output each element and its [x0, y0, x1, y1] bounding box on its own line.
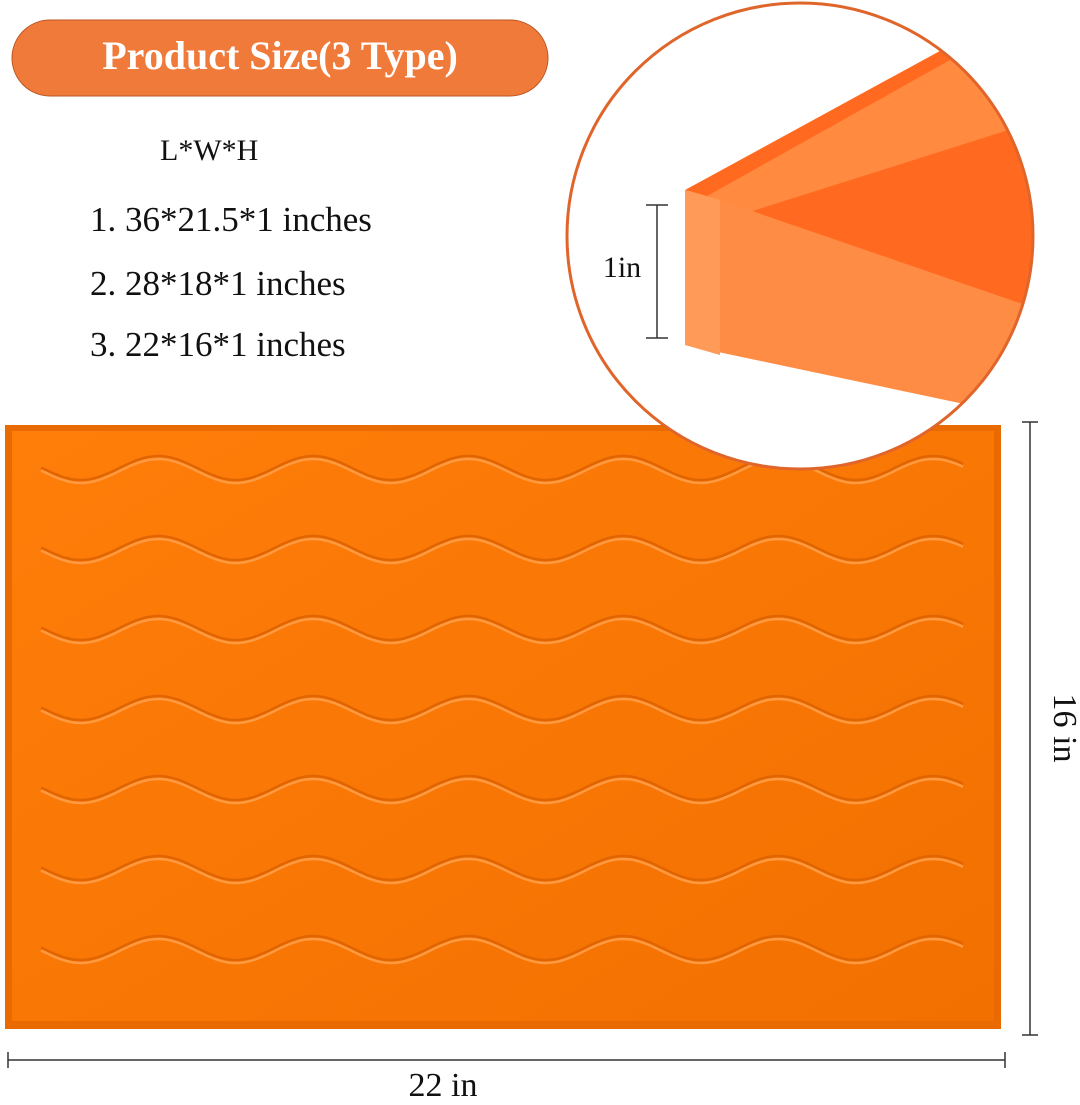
wave: [40, 614, 964, 642]
title-badge: [11, 19, 549, 97]
wave: [40, 777, 964, 805]
size-heading: L*W*H: [160, 134, 258, 167]
wave: [40, 697, 964, 725]
length-label: 22 in: [409, 1067, 478, 1104]
wave: [40, 617, 964, 645]
wave: [40, 774, 964, 802]
dimension-lines: [7, 421, 1038, 1068]
wave: [40, 537, 964, 565]
size-item: 1. 36*21.5*1 inches: [90, 200, 372, 239]
mat: [12, 431, 994, 1021]
size-item: 2. 28*18*1 inches: [90, 264, 346, 303]
wave: [40, 857, 964, 885]
wave: [40, 854, 964, 882]
circle-border: [565, 1, 1035, 471]
size-item: 3. 22*16*1 inches: [90, 325, 346, 364]
wave-pattern: [40, 454, 964, 965]
wave: [40, 937, 964, 965]
wave: [40, 534, 964, 562]
height-line: [646, 204, 668, 339]
wave: [40, 694, 964, 722]
title: Product Size(3 Type): [102, 33, 458, 78]
wave: [40, 934, 964, 962]
height-label: 1in: [603, 251, 641, 284]
width-label: 16 in: [1046, 694, 1080, 763]
tray-corner: [685, 40, 1033, 420]
